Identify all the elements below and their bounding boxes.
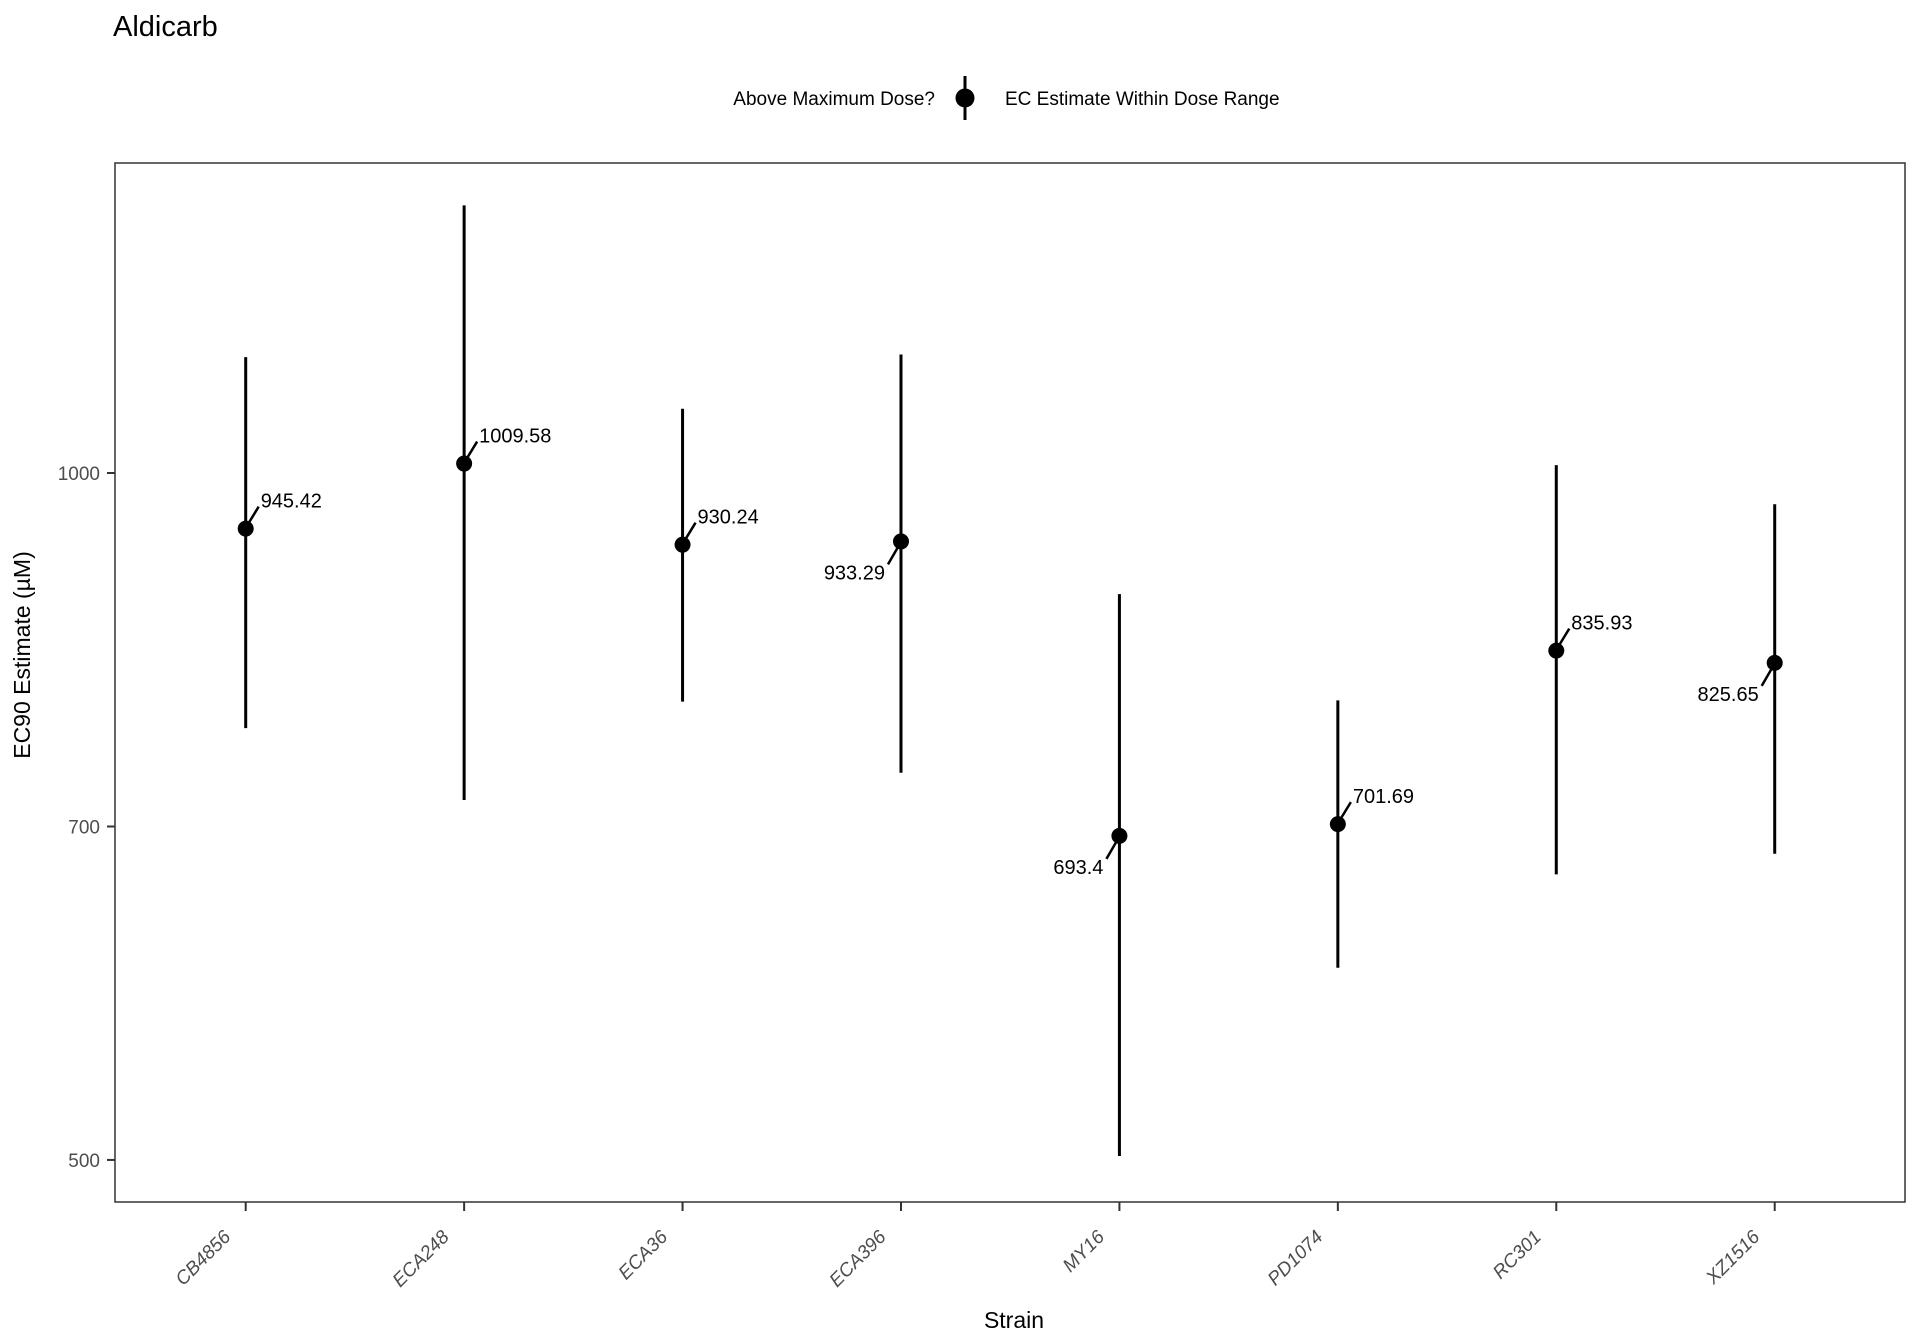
point-MY16 (1111, 827, 1128, 844)
y-axis-title: EC90 Estimate (µM) (9, 551, 35, 759)
chart-title: Aldicarb (113, 11, 218, 43)
label-leader-ECA248 (465, 440, 479, 461)
pointrange-PD1074: 701.69 (1329, 700, 1414, 968)
label-leader-MY16 (1105, 839, 1119, 860)
label-leader-ECA396 (886, 544, 901, 566)
y-tick-label: 700 (68, 817, 100, 838)
point-label-PD1074: 701.69 (1353, 786, 1414, 808)
point-label-MY16: 693.4 (1053, 857, 1103, 879)
y-axis: 1000 700 500 (58, 464, 115, 1172)
pointrange-XZ1516: 825.65 (1698, 504, 1783, 854)
x-tick-label-XZ1516: XZ1516 (1702, 1226, 1765, 1289)
pointrange-ECA36: 930.24 (674, 408, 759, 702)
label-leader-CB4856 (246, 505, 260, 526)
y-tick-label: 500 (68, 1151, 100, 1172)
x-axis-title: Strain (984, 1307, 1044, 1333)
point-RC301 (1548, 642, 1565, 659)
legend-question-label: Above Maximum Dose? (733, 89, 935, 110)
y-tick-label: 1000 (58, 464, 100, 485)
x-tick-label-CB4856: CB4856 (172, 1226, 236, 1290)
legend-pointrange-icon (955, 76, 975, 120)
x-tick-label-MY16: MY16 (1059, 1226, 1109, 1276)
label-leader-PD1074 (1338, 801, 1352, 821)
label-leader-XZ1516 (1760, 666, 1774, 687)
point-label-XZ1516: 825.65 (1698, 684, 1759, 706)
point-ECA248 (456, 455, 473, 472)
x-axis: CB4856 ECA248 ECA36 ECA396 MY16 PD1074 RC301 XZ… (172, 1202, 1776, 1292)
point-label-RC301: 835.93 (1571, 613, 1632, 635)
panel-border (114, 162, 1906, 1203)
pointrange-ECA248: 1009.58 (456, 205, 551, 800)
point-ECA36 (674, 536, 691, 553)
point-label-ECA396: 933.29 (824, 562, 885, 584)
x-tick-label-ECA36: ECA36 (615, 1226, 673, 1284)
x-tick-label-ECA396: ECA396 (826, 1226, 891, 1291)
pointrange-RC301: 835.93 (1548, 465, 1632, 875)
pointrange-CB4856: 945.42 (237, 357, 322, 729)
point-CB4856 (237, 520, 254, 537)
x-tick-label-ECA248: ECA248 (389, 1226, 454, 1291)
x-tick-label-PD1074: PD1074 (1264, 1227, 1327, 1290)
label-leader-RC301 (1557, 627, 1571, 648)
point-label-ECA248: 1009.58 (479, 426, 551, 448)
pointrange-MY16: 693.4 (1053, 594, 1128, 1156)
point-label-CB4856: 945.42 (261, 491, 322, 513)
point-PD1074 (1329, 816, 1346, 833)
point-XZ1516 (1766, 654, 1783, 671)
point-label-ECA36: 930.24 (698, 507, 759, 529)
legend-item-label: EC Estimate Within Dose Range (1005, 89, 1280, 110)
pointrange-ECA396: 933.29 (824, 354, 909, 773)
x-tick-label-RC301: RC301 (1489, 1227, 1546, 1284)
series-pointranges: 945.42 1009.58 930.24 933.29 693.4 701.69 835.… (237, 205, 1783, 1156)
label-leader-ECA36 (683, 522, 697, 542)
legend: Above Maximum Dose? EC Estimate Within D… (733, 76, 1280, 120)
point-ECA396 (892, 533, 909, 550)
